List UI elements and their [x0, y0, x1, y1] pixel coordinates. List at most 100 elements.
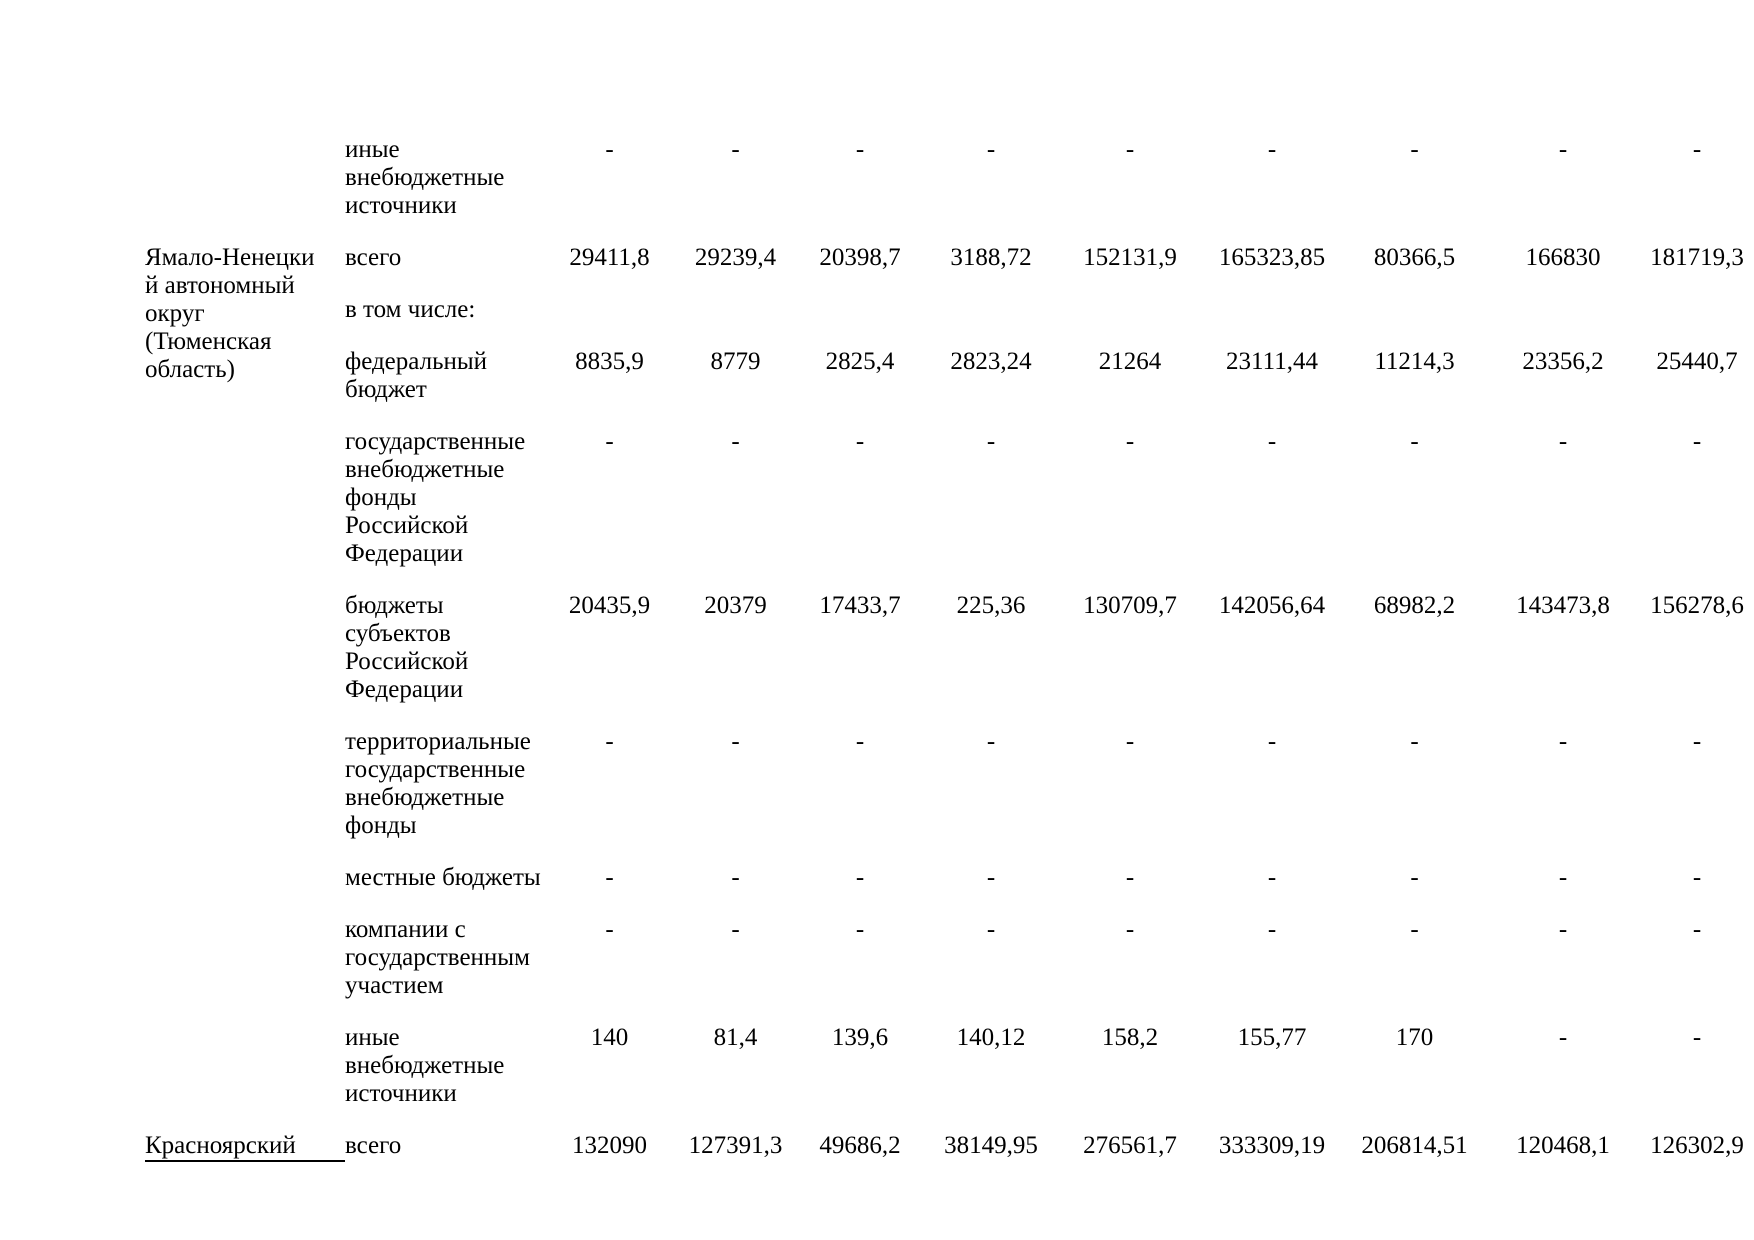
table-row: компании с государственным участием - - - - -…	[145, 916, 1754, 1024]
value-cell: -	[1558, 728, 1568, 755]
value-cell: 2823,24	[950, 348, 1032, 375]
value-cell: -	[731, 916, 740, 943]
value-cell: -	[605, 864, 614, 891]
value-cell: -	[1692, 1024, 1702, 1051]
value-cell: -	[1125, 136, 1135, 163]
value-cell: -	[1267, 916, 1277, 943]
value-cell: -	[1125, 916, 1135, 943]
value-cell: -	[986, 916, 996, 943]
value-cell	[1486, 296, 1640, 348]
value-cell: 158,2	[1101, 1024, 1159, 1051]
value-cell: 11214,3	[1374, 348, 1455, 375]
value-cell: 130709,7	[1083, 592, 1177, 619]
value-cell: -	[1558, 136, 1568, 163]
value-cell: 8835,9	[575, 348, 644, 375]
table-row: в том числе:	[145, 296, 1754, 348]
category-cell: всего	[345, 244, 402, 271]
value-cell: -	[605, 136, 614, 163]
value-cell: 23356,2	[1522, 348, 1604, 375]
region-cell	[145, 136, 345, 244]
value-cell: -	[855, 728, 865, 755]
category-cell: компании с государственным участием	[345, 916, 530, 999]
value-cell: -	[1267, 864, 1277, 891]
table-row: Ямало-Ненецки й автономный округ (Тюменс…	[145, 244, 1754, 383]
value-cell: 68982,2	[1373, 592, 1456, 619]
value-cell: -	[1410, 916, 1419, 943]
value-cell: -	[855, 864, 865, 891]
value-cell: -	[1410, 864, 1419, 891]
value-cell: 140,12	[956, 1024, 1026, 1051]
value-cell: -	[1558, 1024, 1568, 1051]
funding-table: иные внебюджетные источники - - - - - - - - - Ямал…	[145, 136, 1754, 1186]
value-cell: 143473,8	[1516, 592, 1610, 619]
value-cell: 29411,8	[569, 244, 650, 271]
value-cell: -	[1692, 136, 1702, 163]
value-cell: 49686,2	[819, 1132, 901, 1159]
category-cell: иные внебюджетные источники	[345, 136, 505, 219]
value-cell: -	[1558, 916, 1568, 943]
value-cell: -	[731, 728, 740, 755]
value-cell: -	[1558, 428, 1568, 455]
value-cell: -	[1692, 864, 1702, 891]
value-cell: -	[1558, 864, 1568, 891]
value-cell: -	[1692, 428, 1702, 455]
table-row: федеральный бюджет 8835,9 8779 2825,4 2823,2…	[145, 348, 1754, 428]
value-cell: 181719,3	[1650, 244, 1744, 271]
value-cell: -	[1125, 728, 1135, 755]
category-cell: иные внебюджетные источники	[345, 1024, 505, 1107]
value-cell: 25440,7	[1656, 348, 1738, 375]
table-row: территориальные государственные внебюдже…	[145, 728, 1754, 864]
value-cell: 132090	[572, 1132, 647, 1159]
value-cell: 21264	[1098, 348, 1162, 375]
value-cell: 152131,9	[1083, 244, 1177, 271]
value-cell: -	[605, 728, 614, 755]
value-cell	[1343, 296, 1486, 348]
value-cell: 20379	[704, 592, 767, 619]
region-label-underlined: Красноярский	[145, 1132, 345, 1162]
region-cell: Красноярский	[145, 1132, 345, 1186]
value-cell: 29239,4	[694, 244, 777, 271]
value-cell: 166830	[1525, 244, 1601, 271]
value-cell: 20435,9	[568, 592, 651, 619]
value-cell: 333309,19	[1218, 1132, 1326, 1159]
value-cell	[674, 296, 797, 348]
value-cell: 165323,85	[1218, 244, 1326, 271]
value-cell	[1059, 296, 1201, 348]
value-cell: -	[986, 428, 996, 455]
value-cell	[545, 296, 674, 348]
value-cell: -	[1267, 136, 1277, 163]
value-cell: -	[1125, 428, 1135, 455]
value-cell: 8779	[710, 348, 761, 375]
value-cell: 155,77	[1237, 1024, 1307, 1051]
table-row: иные внебюджетные источники - - - - - - - - -	[145, 136, 1754, 244]
value-cell	[1201, 296, 1343, 348]
value-cell: 2825,4	[825, 348, 895, 375]
value-cell: -	[731, 428, 740, 455]
value-cell: -	[986, 728, 996, 755]
value-cell: 139,6	[831, 1024, 889, 1051]
value-cell	[797, 296, 923, 348]
value-cell: 276561,7	[1083, 1132, 1177, 1159]
value-cell: 80366,5	[1373, 244, 1456, 271]
value-cell: -	[1410, 136, 1419, 163]
value-cell: 120468,1	[1516, 1132, 1610, 1159]
table-row: иные внебюджетные источники 140 81,4 139,6 1…	[145, 1024, 1754, 1132]
value-cell: 142056,64	[1218, 592, 1326, 619]
table-row: государственные внебюджетные фонды Росси…	[145, 428, 1754, 592]
value-cell: -	[1410, 728, 1419, 755]
value-cell: 127391,3	[688, 1132, 783, 1159]
region-cell: Ямало-Ненецки й автономный округ (Тюменс…	[145, 244, 315, 383]
value-cell: 38149,95	[944, 1132, 1038, 1159]
funding-table-body: иные внебюджетные источники - - - - - - - - - Ямал…	[145, 136, 1754, 1186]
value-cell: 81,4	[713, 1024, 758, 1051]
value-cell: -	[986, 136, 996, 163]
value-cell: -	[605, 916, 614, 943]
value-cell: -	[731, 136, 740, 163]
table-row: Красноярский всего 132090 127391,3 49686,2 38…	[145, 1132, 1754, 1186]
value-cell	[923, 296, 1059, 348]
value-cell: 206814,51	[1361, 1132, 1468, 1159]
category-cell: федеральный бюджет	[345, 348, 488, 403]
value-cell: -	[1410, 428, 1419, 455]
category-cell: местные бюджеты	[345, 864, 541, 891]
value-cell: -	[1125, 864, 1135, 891]
